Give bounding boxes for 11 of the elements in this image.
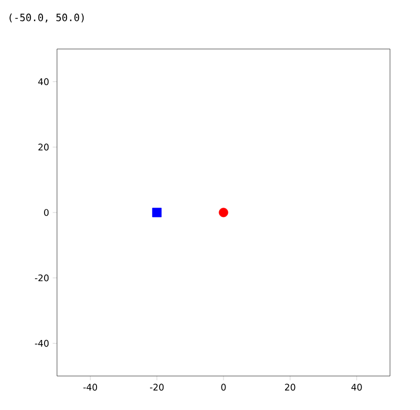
text: (-50.0, 50.0) bbox=[10, 13, 84, 22]
y-tick-label: 0 bbox=[44, 209, 49, 216]
x-tick-label: -20 bbox=[150, 384, 164, 391]
x-tick-label: 0 bbox=[221, 384, 226, 391]
x-tick-label: 40 bbox=[351, 384, 362, 391]
x-tick-label: -40 bbox=[83, 384, 98, 391]
x-tick-label: 20 bbox=[285, 384, 296, 391]
y-tick-label: -40 bbox=[34, 340, 49, 347]
y-tick-label: 20 bbox=[38, 144, 49, 150]
y-tick-label: 40 bbox=[38, 78, 49, 86]
y-tick-label: -20 bbox=[34, 274, 49, 282]
